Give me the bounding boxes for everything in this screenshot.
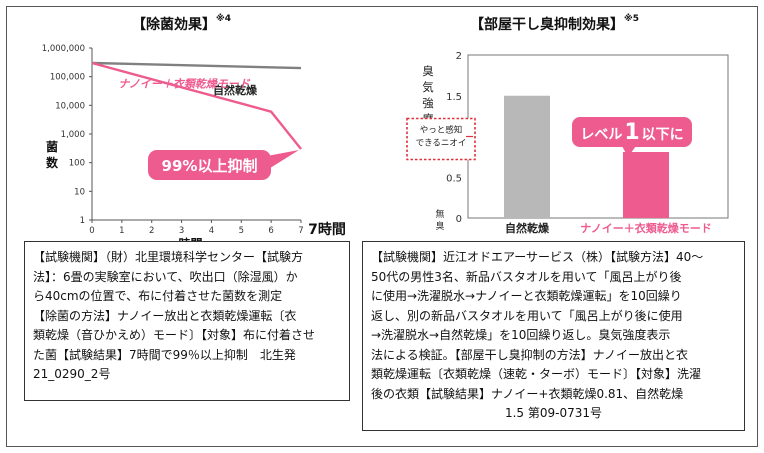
threshold-label-line: できるニオイ (416, 139, 467, 149)
y-zero-label-char: 臭 (435, 220, 444, 232)
x-tick-label: 4 (209, 226, 214, 236)
series-line-nanoe (91, 61, 302, 150)
y-tick-label: 0.5 (446, 173, 462, 184)
right-description-line: 1.5 第09-0731号 (504, 406, 603, 420)
right-description-line: 【試験機関】近江オドエアーサービス（株）【試験方法】40～ (371, 250, 704, 264)
x-end-label: 7時間 (308, 221, 346, 238)
y-axis-title-char: 菌 (46, 139, 58, 154)
left-description-line: ら40cmの位置で、布に付着させた菌数を測定 (33, 289, 283, 303)
right-description-line: 類乾燥運転〔衣類乾燥（速乾・ターボ）モード〕【対象】洗濯 (371, 367, 702, 381)
right-description-line: に使用→洗濯脱水→ナノイーと衣類乾燥運転」を10回繰り (371, 289, 682, 303)
annotation-prefix: レベル (580, 127, 622, 143)
right-chart-title-note: ※5 (624, 14, 640, 24)
annotation-badge (148, 150, 271, 180)
annotation-pointer (267, 149, 299, 170)
x-tick-label: 6 (268, 226, 273, 236)
annotation-suffix: 以下に (642, 127, 684, 143)
y-tick-label: 10 (74, 187, 85, 197)
left-description-line: 【除菌の方法】ナノイー放出と衣類乾燥運転〔衣 (33, 308, 297, 323)
series-label-nanoe: ナノイー＋衣類乾燥モード (118, 78, 250, 91)
left-description-line: た菌【試験結果】7時間で99％以上抑制 北生発 (33, 347, 296, 362)
annotation-number: 1 (624, 120, 639, 145)
y-tick-label: 100,000 (50, 73, 85, 83)
left-description-line: 21_0290_2号 (33, 367, 111, 381)
y-axis-title-char: 強 (422, 96, 434, 110)
y-tick-label: 1,000,000 (42, 44, 85, 54)
left-description-line: 【試験機関】（財）北里環境科学センター【試験方 (33, 250, 304, 264)
right-description-line: →洗濯脱水→自然乾燥」を10回繰り返し。臭気強度表示 (371, 328, 671, 342)
x-tick-label: 3 (179, 226, 184, 236)
x-tick-label: 1 (119, 226, 124, 236)
left-description-line: 類乾燥（音ひかえめ）モード〕【対象】布に付着させ (33, 328, 316, 342)
x-tick-label: 5 (239, 226, 244, 236)
right-description-line: 50代の男性3名、新品バスタオルを用いて「風呂上がり後 (371, 269, 682, 284)
right-description-line: 返し、別の新品バスタオルを用いて「風呂上がり後に使用 (371, 308, 683, 323)
y-tick-label: 1 (80, 216, 85, 226)
x-category-label: ナノイー＋衣類乾燥モード (580, 221, 711, 235)
x-tick-label: 7 (298, 226, 303, 236)
y-axis-title-char: 臭 (422, 64, 434, 78)
y-tick-label: 100 (69, 159, 85, 169)
x-tick-label: 2 (149, 226, 154, 236)
odor-bar-chart: 00.511.52臭気強度無臭自然乾燥ナノイー＋衣類乾燥モードやっと感知できるニ… (406, 51, 729, 235)
x-category-label: 自然乾燥 (505, 221, 550, 235)
series-label-natural-drying: 自然乾燥 (213, 83, 258, 97)
annotation-text: レベル1 以下に (580, 120, 683, 145)
left-description-line: 法】：6畳の実験室において、吹出口（除湿風）か (33, 269, 298, 284)
annotation-badge (572, 117, 692, 147)
threshold-label-line: やっと感知 (420, 125, 463, 136)
x-tick-label: 0 (89, 226, 94, 236)
y-tick-label: 1.5 (446, 92, 462, 103)
right-description-box: 【試験機関】近江オドエアーサービス（株）【試験方法】40～ 50代の男性3名、新… (362, 241, 745, 431)
y-tick-label: 1,000 (61, 130, 85, 140)
y-axis-title-char: 数 (46, 155, 59, 170)
bar-nanoe (623, 151, 669, 218)
left-chart-title: 【除菌効果】※4 (132, 14, 232, 33)
annotation-text: 99%以上抑制 (162, 157, 258, 175)
y-tick-label: 0 (456, 214, 462, 225)
y-tick-label: 10,000 (55, 101, 85, 111)
y-tick-label: 2 (456, 51, 462, 62)
bar-natural-drying (504, 95, 550, 218)
y-zero-label-char: 無 (435, 208, 444, 220)
left-description-box: 【試験機関】（財）北里環境科学センター【試験方 法】：6畳の実験室において、吹出… (24, 241, 350, 401)
threshold-callout-box (406, 117, 476, 161)
y-axis-title-char: 気 (422, 80, 434, 94)
series-line-natural-drying (91, 61, 302, 70)
right-description-line: 後の衣類【試験結果】ナノイー+衣類乾燥0.81、自然乾燥 (371, 386, 684, 401)
left-chart-title-note: ※4 (216, 14, 232, 24)
right-description-line: 法による検証。【部屋干し臭抑制の方法】ナノイー放出と衣 (371, 347, 689, 362)
right-chart-title: 【部屋干し臭抑制効果】※5 (470, 14, 640, 33)
annotation-pointer (622, 146, 636, 157)
